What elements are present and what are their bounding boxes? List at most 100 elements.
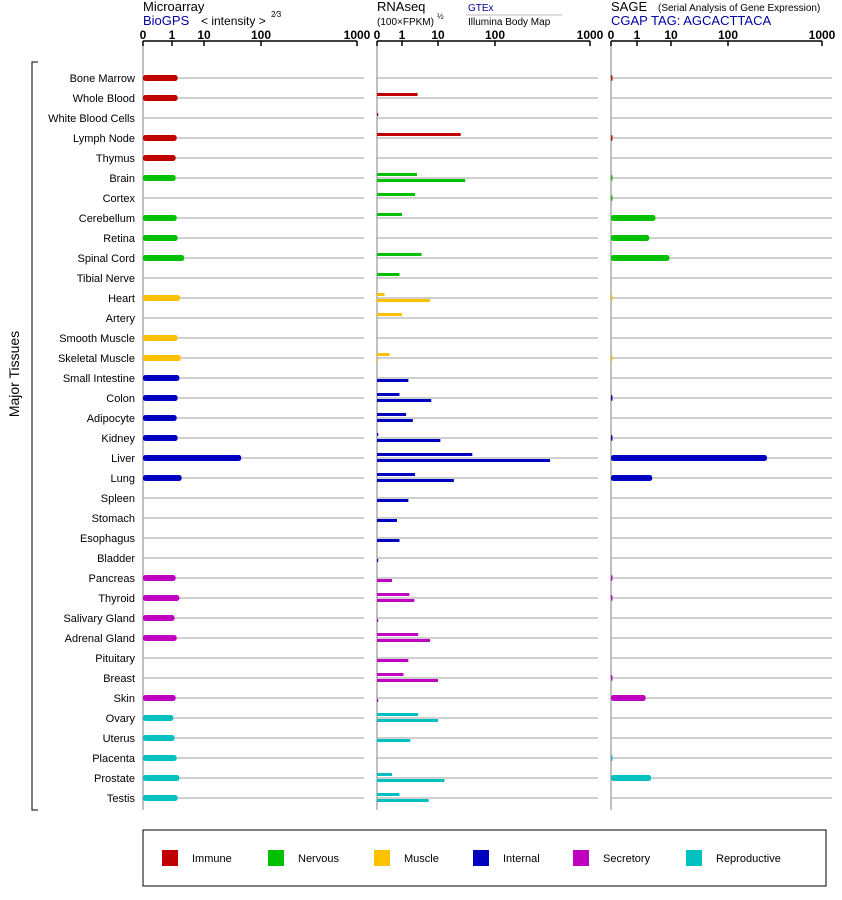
bar-sage [611, 595, 613, 601]
axis-tick-label: 100 [251, 28, 271, 42]
legend-swatch [374, 850, 390, 866]
legend-swatch [573, 850, 589, 866]
tissue-label: Pancreas [89, 573, 136, 585]
bar-sage [611, 255, 670, 261]
bar-microarray [143, 475, 182, 481]
tissue-label: Salivary Gland [63, 613, 135, 625]
bar-gtex [377, 393, 400, 396]
tissue-label: Brain [109, 173, 135, 185]
legend-label: Nervous [298, 853, 339, 865]
bar-sage [611, 775, 652, 781]
tissue-label: Tibial Nerve [77, 273, 135, 285]
bar-microarray [143, 715, 174, 721]
panel-title: Microarray [143, 0, 205, 14]
bar-illumina [377, 599, 415, 602]
tissue-label: Thymus [96, 153, 136, 165]
axis-tick-label: 1000 [344, 28, 371, 42]
tissue-label: Bone Marrow [70, 73, 135, 85]
bar-illumina [377, 739, 411, 742]
tissue-label: Adipocyte [87, 413, 135, 425]
bar-illumina [377, 619, 379, 622]
bar-gtex [377, 133, 461, 136]
axis-tick-label: 10 [431, 28, 445, 42]
bar-microarray [143, 95, 178, 101]
bar-illumina [377, 579, 392, 582]
bar-gtex [377, 293, 385, 296]
bar-sage [611, 455, 768, 461]
panel-title: RNAseq [377, 0, 425, 14]
bar-microarray [143, 335, 178, 341]
bar-gtex [377, 433, 379, 436]
legend-label: Immune [192, 853, 232, 865]
bar-gtex [377, 173, 417, 176]
legend-label: Muscle [404, 853, 439, 865]
illumina-body-map-link[interactable]: Illumina Body Map [468, 17, 551, 28]
bar-illumina [377, 299, 431, 302]
bar-illumina [377, 559, 379, 562]
bar-illumina [377, 679, 438, 682]
panel-unit-label: (Serial Analysis of Gene Expression) [658, 3, 820, 14]
panel-subtitle: CGAP TAG: AGCACTTACA [611, 13, 771, 28]
bar-illumina [377, 179, 466, 182]
tissue-label: Smooth Muscle [59, 333, 135, 345]
bars-layer [143, 75, 768, 802]
major-tissues-bracket: Major Tissues [6, 61, 38, 811]
bar-illumina [377, 699, 379, 702]
bar-gtex [377, 773, 392, 776]
bar-sage [611, 235, 650, 241]
axis-tick-label: 10 [664, 28, 678, 42]
panel-unit-exponent: 2⁄3 [271, 10, 282, 19]
tissue-label: White Blood Cells [48, 113, 135, 125]
legend-swatch [686, 850, 702, 866]
tissue-label: Colon [106, 393, 135, 405]
bar-illumina [377, 399, 432, 402]
tissue-label: Artery [106, 313, 136, 325]
panel-unit-label: (100×FPKM) [377, 17, 434, 28]
bar-gtex [377, 313, 402, 316]
bar-illumina [377, 479, 454, 482]
tissue-label: Ovary [106, 713, 136, 725]
bar-illumina [377, 539, 400, 542]
tissue-label: Thyroid [98, 593, 135, 605]
bar-illumina [377, 659, 409, 662]
bar-microarray [143, 295, 181, 301]
tissue-label: Prostate [94, 773, 135, 785]
bar-microarray [143, 255, 185, 261]
tissue-label: Heart [108, 293, 135, 305]
bar-microarray [143, 695, 176, 701]
bar-illumina [377, 779, 445, 782]
tissue-label: Cerebellum [79, 213, 135, 225]
tissue-label: Adrenal Gland [65, 633, 135, 645]
group-label: Major Tissues [6, 331, 22, 417]
bracket-line [31, 61, 38, 811]
bar-microarray [143, 735, 175, 741]
gtex-link[interactable]: GTEx [468, 3, 494, 14]
legend-label: Reproductive [716, 853, 781, 865]
bar-microarray [143, 755, 177, 761]
bar-sage [611, 135, 613, 141]
axis-tick-label: 1 [169, 28, 176, 42]
bar-microarray [143, 775, 180, 781]
bar-microarray [143, 435, 178, 441]
bar-microarray [143, 75, 178, 81]
bar-sage [611, 355, 613, 361]
bar-gtex [377, 633, 419, 636]
tissue-label: Breast [103, 673, 135, 685]
tissue-label: Lymph Node [73, 133, 135, 145]
tissue-label: Uterus [103, 733, 136, 745]
legend-box [142, 829, 827, 887]
legend-label: Secretory [603, 853, 651, 865]
legend-swatch [162, 850, 178, 866]
tissue-label: Retina [103, 233, 136, 245]
bar-gtex [377, 793, 400, 796]
panel-subtitle: BioGPS [143, 13, 190, 28]
bar-sage [611, 435, 613, 441]
bar-gtex [377, 273, 400, 276]
bar-microarray [143, 355, 181, 361]
tissue-label: Esophagus [80, 533, 136, 545]
bar-microarray [143, 595, 180, 601]
bar-microarray [143, 155, 176, 161]
bar-microarray [143, 635, 177, 641]
panel-unit-label: < intensity > [201, 14, 266, 28]
